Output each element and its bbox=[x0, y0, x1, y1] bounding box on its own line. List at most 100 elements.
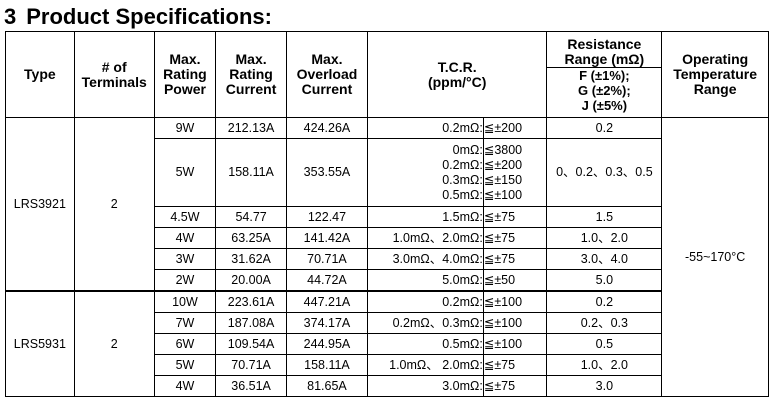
power-cell: 10W bbox=[153, 290, 217, 313]
tcr-value-cell: 1.5mΩ: bbox=[366, 206, 484, 228]
overload-cell: 141.42A bbox=[285, 227, 368, 249]
overload-cell: 447.21A bbox=[285, 290, 368, 313]
table-body: LRS3921 2 9W 212.13A 424.26A 0.2mΩ: ≦±200 0.2 -5… bbox=[5, 117, 769, 397]
overload-cell: 353.55A bbox=[285, 138, 368, 207]
overload-cell: 70.71A bbox=[285, 248, 368, 270]
page-title: 3 Product Specifications: bbox=[4, 4, 272, 30]
tcr-limit: ≦±75 bbox=[483, 357, 516, 372]
header-temperature: Operating Temperature Range bbox=[661, 31, 769, 118]
overload-cell: 424.26A bbox=[285, 117, 368, 139]
table-row: LRS3921 2 9W 212.13A 424.26A 0.2mΩ: ≦±200 0.2 -5… bbox=[5, 117, 769, 397]
header-type: Type bbox=[5, 31, 75, 118]
overload-cell: 374.17A bbox=[285, 312, 368, 334]
power-cell: 7W bbox=[153, 312, 217, 334]
type-cell: LRS5931 bbox=[5, 290, 75, 397]
tcr-limit-cell: ≦±100 bbox=[483, 333, 548, 355]
power-cell: 6W bbox=[153, 333, 217, 355]
header-current: Max. Rating Current bbox=[215, 31, 287, 118]
table-row: 5W 70.71A 158.11A 1.0mΩ、 2.0mΩ: ≦±75 1.0、2.0 bbox=[6, 354, 769, 376]
current-cell: 31.62A bbox=[215, 248, 287, 270]
tcr-resistance: 0.3mΩ: bbox=[442, 172, 483, 187]
tcr-limit: ≦3800 bbox=[483, 142, 523, 157]
tcr-value-cell: 5.0mΩ: bbox=[366, 269, 484, 292]
table-row: LRS5931 2 10W 223.61A 447.21A 0.2mΩ: ≦±100 0.2 bbox=[5, 290, 769, 397]
tcr-value-cell: 1.0mΩ、 2.0mΩ: bbox=[366, 354, 484, 376]
section-number: 3 bbox=[4, 4, 17, 29]
table-row: 5W 158.11A 353.55A 0mΩ: 0.2mΩ: 0.3mΩ: 0.5mΩ: ≦3… bbox=[6, 138, 769, 207]
header-terminals: # of Terminals bbox=[73, 31, 155, 118]
tcr-resistance: 0.5mΩ: bbox=[442, 336, 483, 351]
header-power: Max. Rating Power bbox=[153, 31, 217, 118]
current-cell: 54.77 bbox=[215, 206, 287, 228]
tcr-limit-cell: ≦3800 ≦±200 ≦±150 ≦±100 bbox=[483, 138, 548, 207]
current-cell: 20.00A bbox=[215, 269, 287, 292]
header-resistance: Resistance Range (mΩ) F (±1%); G (±2%); J (… bbox=[546, 31, 663, 118]
table-row: 4.5W 54.77 122.47 1.5mΩ: ≦±75 1.5 bbox=[6, 206, 769, 228]
spec-table: Type # of Terminals Max. Rating Power Max. R… bbox=[5, 31, 769, 397]
tcr-value-cell: 3.0mΩ: bbox=[366, 375, 484, 397]
tcr-resistance: 0.2mΩ: bbox=[442, 157, 483, 172]
tcr-limit: ≦±75 bbox=[483, 251, 516, 266]
current-cell: 36.51A bbox=[215, 375, 287, 397]
section-title: Product Specifications: bbox=[26, 4, 272, 29]
tcr-resistance: 0mΩ: bbox=[452, 142, 483, 157]
current-cell: 158.11A bbox=[215, 138, 287, 207]
tcr-value-cell: 0.2mΩ: bbox=[366, 290, 484, 313]
table-row: 6W 109.54A 244.95A 0.5mΩ: ≦±100 0.5 bbox=[6, 333, 769, 355]
power-cell: 3W bbox=[153, 248, 217, 270]
resistance-cell: 1.0、2.0 bbox=[546, 354, 663, 376]
tcr-limit-cell: ≦±75 bbox=[483, 227, 548, 249]
current-cell: 212.13A bbox=[215, 117, 287, 139]
terminals-cell: 2 bbox=[73, 117, 155, 292]
tcr-limit-cell: ≦±100 bbox=[483, 290, 548, 313]
power-cell: 2W bbox=[153, 269, 217, 292]
current-cell: 223.61A bbox=[215, 290, 287, 313]
power-cell: 5W bbox=[153, 354, 217, 376]
overload-cell: 44.72A bbox=[285, 269, 368, 292]
tcr-limit-cell: ≦±75 bbox=[483, 206, 548, 228]
resistance-cell: 3.0 bbox=[546, 375, 663, 397]
resistance-cell: 0.2、0.3 bbox=[546, 312, 663, 334]
tcr-limit-cell: ≦±75 bbox=[483, 354, 548, 376]
tcr-limit: ≦±75 bbox=[483, 378, 516, 393]
overload-cell: 81.65A bbox=[285, 375, 368, 397]
table-row: 3W 31.62A 70.71A 3.0mΩ、4.0mΩ: ≦±75 3.0、4.0 bbox=[6, 248, 769, 270]
tcr-value-cell: 1.0mΩ、2.0mΩ: bbox=[366, 227, 484, 249]
tcr-limit-cell: ≦±75 bbox=[483, 375, 548, 397]
tcr-limit: ≦±150 bbox=[483, 172, 523, 187]
tcr-limit: ≦±100 bbox=[483, 187, 523, 202]
tcr-limit: ≦±200 bbox=[483, 157, 523, 172]
tcr-resistance: 0.2mΩ: bbox=[442, 120, 483, 135]
terminals-cell: 2 bbox=[73, 290, 155, 397]
tcr-value-cell: 0.2mΩ: bbox=[366, 117, 484, 139]
tcr-resistance: 5.0mΩ: bbox=[442, 272, 483, 287]
tcr-resistance: 0.2mΩ: bbox=[442, 294, 483, 309]
overload-cell: 244.95A bbox=[285, 333, 368, 355]
tcr-limit: ≦±100 bbox=[483, 315, 523, 330]
resistance-cell: 3.0、4.0 bbox=[546, 248, 663, 270]
tcr-resistance: 1.0mΩ、 2.0mΩ: bbox=[389, 357, 483, 372]
tcr-limit: ≦±75 bbox=[483, 230, 516, 245]
table-header: Type # of Terminals Max. Rating Power Max. R… bbox=[5, 31, 769, 118]
tcr-resistance: 0.5mΩ: bbox=[442, 187, 483, 202]
power-cell: 4W bbox=[153, 227, 217, 249]
tcr-limit: ≦±200 bbox=[483, 120, 523, 135]
tcr-resistance: 1.0mΩ、2.0mΩ: bbox=[392, 230, 483, 245]
type-cell: LRS3921 bbox=[5, 117, 75, 292]
tcr-resistance: 0.2mΩ、0.3mΩ: bbox=[392, 315, 483, 330]
tcr-limit-cell: ≦±50 bbox=[483, 269, 548, 292]
tcr-limit: ≦±100 bbox=[483, 336, 523, 351]
resistance-cell: 1.0、2.0 bbox=[546, 227, 663, 249]
power-cell: 4W bbox=[153, 375, 217, 397]
tcr-limit: ≦±75 bbox=[483, 209, 516, 224]
header-overload: Max. Overload Current bbox=[285, 31, 368, 118]
tcr-resistance: 3.0mΩ: bbox=[442, 378, 483, 393]
resistance-cell: 0.2 bbox=[546, 117, 663, 139]
table-row: 4W 36.51A 81.65A 3.0mΩ: ≦±75 3.0 bbox=[6, 375, 769, 397]
current-cell: 109.54A bbox=[215, 333, 287, 355]
tcr-limit: ≦±50 bbox=[483, 272, 516, 287]
overload-cell: 158.11A bbox=[285, 354, 368, 376]
overload-cell: 122.47 bbox=[285, 206, 368, 228]
tcr-value-cell: 0.5mΩ: bbox=[366, 333, 484, 355]
tcr-resistance: 1.5mΩ: bbox=[442, 209, 483, 224]
